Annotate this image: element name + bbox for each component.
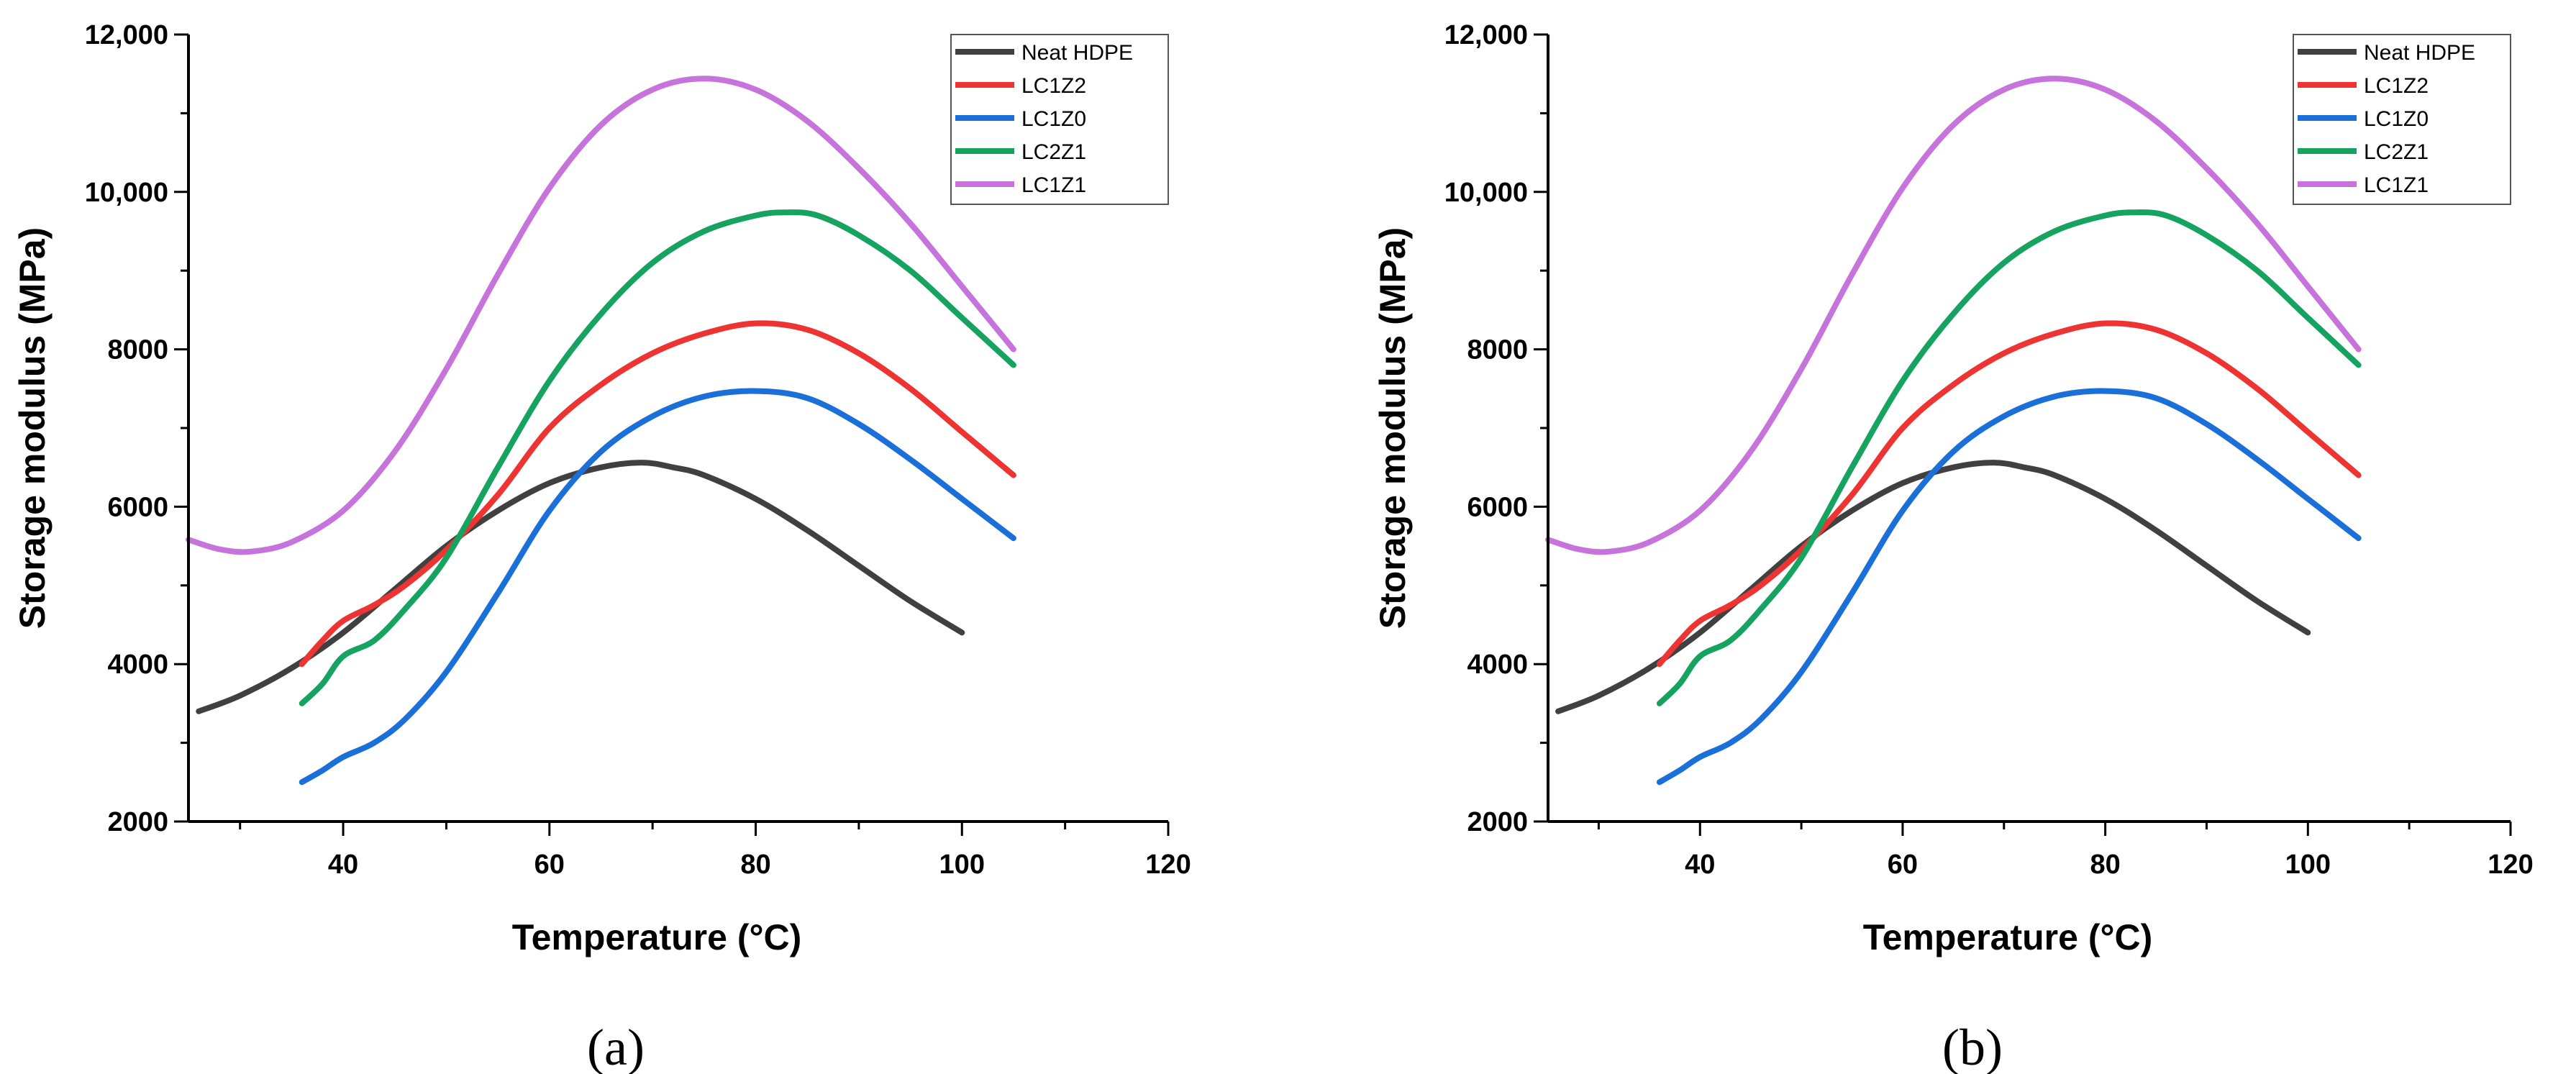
y-tick-label: 2000 xyxy=(107,807,168,837)
legend-label: LC2Z1 xyxy=(2364,140,2429,164)
x-tick-label: 60 xyxy=(534,850,565,880)
y-tick-label: 6000 xyxy=(1467,492,1528,522)
x-tick-label: 80 xyxy=(2090,850,2120,880)
y-tick-label: 6000 xyxy=(107,492,168,522)
series-line-lc1z0 xyxy=(299,388,1016,786)
x-tick-label: 40 xyxy=(1685,850,1715,880)
series-line-lc2z1 xyxy=(1656,209,2362,706)
legend-label: LC1Z0 xyxy=(1021,107,1086,131)
x-tick-label: 120 xyxy=(2488,850,2533,880)
series-line-neat-hdpe xyxy=(1555,460,2311,714)
series-line-lc1z0 xyxy=(1656,388,2362,786)
legend: Neat HDPE LC1Z2 LC1Z0 LC2Z1 LC1Z1 xyxy=(2293,34,2511,205)
series-line-lc1z1 xyxy=(186,76,1016,555)
y-tick-label: 10,000 xyxy=(1444,178,1528,208)
x-tick-label: 80 xyxy=(740,850,770,880)
x-tick-label: 40 xyxy=(328,850,358,880)
y-tick-label: 2000 xyxy=(1467,807,1528,837)
y-tick-label: 12,000 xyxy=(85,20,168,50)
legend-label: Neat HDPE xyxy=(1021,41,1133,65)
legend-label: LC1Z1 xyxy=(2364,173,2429,197)
y-tick-label: 8000 xyxy=(1467,335,1528,365)
legend: Neat HDPE LC1Z2 LC1Z0 LC2Z1 LC1Z1 xyxy=(950,34,1169,205)
y-tick-label: 12,000 xyxy=(1444,20,1528,50)
legend-label: LC2Z1 xyxy=(1021,140,1086,164)
x-axis-title: Temperature (°C) xyxy=(1863,917,2152,957)
y-tick-label: 4000 xyxy=(1467,650,1528,680)
y-axis-title: Storage modulus (MPa) xyxy=(12,227,53,629)
x-tick-label: 100 xyxy=(2285,850,2331,880)
x-axis-title: Temperature (°C) xyxy=(512,917,801,957)
panel-label: (b) xyxy=(1942,1019,2003,1074)
y-axis-title: Storage modulus (MPa) xyxy=(1373,227,1413,629)
legend-label: LC1Z2 xyxy=(2364,74,2429,98)
chart-panel-a: 40 60 80 100 120 2000 4000 6000 8000 10,000 12,000… xyxy=(12,20,1191,1074)
chart-panel-b: 40 60 80 100 120 2000 4000 6000 8000 10,000 12,000… xyxy=(1373,20,2534,1074)
series-line-lc1z2 xyxy=(1656,320,2362,668)
x-tick-label: 100 xyxy=(939,850,985,880)
y-tick-label: 10,000 xyxy=(85,178,168,208)
series-line-lc2z1 xyxy=(299,209,1016,706)
series-line-lc1z1 xyxy=(1545,76,2362,555)
series-line-neat-hdpe xyxy=(196,460,965,714)
legend-label: LC1Z0 xyxy=(2364,107,2429,131)
legend-label: Neat HDPE xyxy=(2364,41,2475,65)
panel-label: (a) xyxy=(587,1019,645,1074)
y-tick-label: 8000 xyxy=(107,335,168,365)
legend-label: LC1Z2 xyxy=(1021,74,1086,98)
y-tick-label: 4000 xyxy=(107,650,168,680)
x-tick-label: 120 xyxy=(1145,850,1191,880)
legend-label: LC1Z1 xyxy=(1021,173,1086,197)
series-line-lc1z2 xyxy=(299,320,1016,668)
x-tick-label: 60 xyxy=(1888,850,1918,880)
